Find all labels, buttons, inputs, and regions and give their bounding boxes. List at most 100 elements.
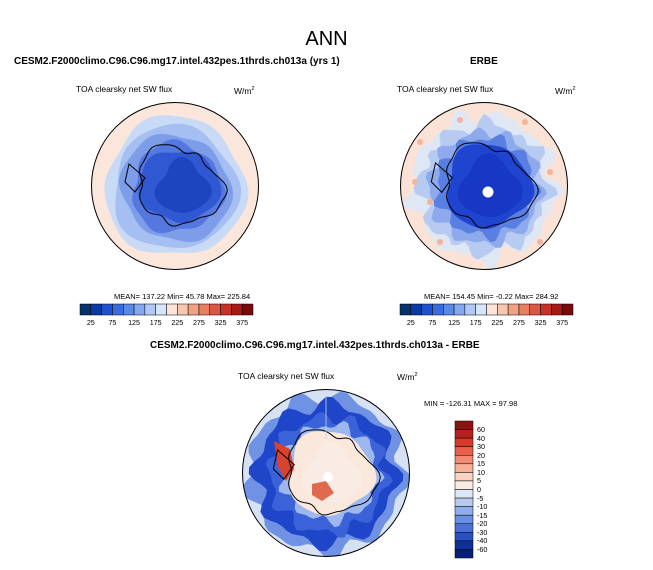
colorbar-cell-2 <box>101 303 113 316</box>
colorbar-cell-13 <box>454 532 474 542</box>
colorbar-cell-15 <box>454 549 474 559</box>
panel1-units-sup: 2 <box>251 86 255 93</box>
colorbar-tick-label: 125 <box>128 318 141 327</box>
colorbar-tick-label: 325 <box>214 318 227 327</box>
colorbar-cell-12 <box>529 303 541 316</box>
colorbar-tick-label: -60 <box>477 544 488 554</box>
colorbar-tick-label: 30 <box>477 442 485 452</box>
colorbar-tick-label: 225 <box>171 318 184 327</box>
map-frame <box>400 102 568 270</box>
colorbar-cell-0 <box>454 420 474 430</box>
colorbar-cell-1 <box>90 303 102 316</box>
panel2-stats: MEAN= 154.45 Min= -0.22 Max= 284.92 <box>424 292 559 301</box>
colorbar-cell-14 <box>231 303 243 316</box>
colorbar-tick-label: 25 <box>86 318 95 327</box>
colorbar-tick-label: 40 <box>477 433 485 443</box>
colorbar-cell-8 <box>454 489 474 499</box>
speckle-5 <box>537 239 543 245</box>
colorbar-tick-label: -5 <box>477 493 484 503</box>
panel3-colorbar <box>454 420 474 559</box>
colorbar-cell-13 <box>540 303 552 316</box>
colorbar-tick-label: -15 <box>477 510 488 520</box>
colorbar-cell-1 <box>410 303 422 316</box>
colorbar-cell-5 <box>133 303 146 316</box>
missing-data-pole <box>323 472 333 482</box>
field-contour-6 <box>457 153 523 217</box>
colorbar-cell-10 <box>507 303 520 316</box>
panel3-colorbar-labels: 60 40 30 20 15 10 5 0 -5 -10 -15 -20 -30 -40 -60 <box>477 421 517 558</box>
colorbar-tick-label: 5 <box>477 476 481 486</box>
colorbar-cell-5 <box>454 463 474 473</box>
map-field-group <box>400 102 568 270</box>
colorbar-cell-6 <box>144 303 156 316</box>
main-title: ANN <box>305 28 348 50</box>
colorbar-cell-6 <box>454 472 474 482</box>
coastline-peninsula <box>124 163 146 193</box>
speckle-1 <box>427 199 433 205</box>
missing-data-pole <box>482 186 494 198</box>
colorbar-cell-14 <box>551 303 563 316</box>
positive-anomaly-shelf <box>312 481 334 501</box>
colorbar-cell-15 <box>241 303 254 316</box>
panel1-colorbar <box>79 303 254 316</box>
panel2-units: W/m2 <box>555 86 576 96</box>
panel2-title: ERBE <box>470 56 498 67</box>
colorbar-cell-3 <box>112 303 124 316</box>
panel1-units: W/m2 <box>234 86 255 96</box>
colorbar-cell-7 <box>475 303 487 316</box>
speckle-6 <box>437 239 443 245</box>
map-frame <box>242 389 410 557</box>
colorbar-cell-8 <box>486 303 498 316</box>
colorbar-cell-6 <box>464 303 476 316</box>
colorbar-cell-0 <box>399 303 412 316</box>
panel2-colorbar <box>399 303 574 316</box>
map-field-group <box>91 102 259 270</box>
colorbar-cell-10 <box>454 506 474 516</box>
colorbar-tick-label: 225 <box>491 318 504 327</box>
panel1-colorbar-labels: 25 75 125 175 225 275 325 375 <box>80 318 253 328</box>
colorbar-cell-15 <box>561 303 574 316</box>
panel1-stats: MEAN= 137.22 Min= 45.78 Max= 225.84 <box>114 292 251 301</box>
colorbar-tick-label: 75 <box>428 318 437 327</box>
colorbar-cell-4 <box>443 303 455 316</box>
panel2-units-sup: 2 <box>572 86 576 93</box>
colorbar-cell-2 <box>454 437 474 447</box>
colorbar-tick-label: 20 <box>477 450 485 460</box>
colorbar-tick-label: 375 <box>556 318 569 327</box>
speckle-2 <box>457 117 463 123</box>
colorbar-cell-1 <box>454 429 474 439</box>
colorbar-cell-13 <box>220 303 232 316</box>
colorbar-cell-11 <box>454 514 474 524</box>
panel1-title: CESM2.F2000climo.C96.C96.mg17.intel.432p… <box>14 56 340 67</box>
colorbar-tick-label: -30 <box>477 527 488 537</box>
speckle-7 <box>412 179 418 185</box>
colorbar-cell-7 <box>155 303 167 316</box>
field-contour-6 <box>154 157 212 213</box>
colorbar-cell-14 <box>454 540 474 550</box>
colorbar-tick-label: -40 <box>477 536 488 546</box>
panel2-left-label: TOA clearsky net SW flux <box>397 84 494 94</box>
coastline-peninsula <box>272 448 295 481</box>
panel2-map <box>400 102 568 270</box>
colorbar-cell-12 <box>209 303 221 316</box>
panel1-units-text: W/m <box>234 86 252 96</box>
colorbar-tick-label: -20 <box>477 519 488 529</box>
panel1-map <box>91 102 259 270</box>
colorbar-tick-label: -10 <box>477 502 488 512</box>
colorbar-tick-label: 175 <box>149 318 162 327</box>
colorbar-cell-5 <box>453 303 466 316</box>
colorbar-cell-7 <box>454 480 474 490</box>
colorbar-tick-label: 0 <box>477 485 481 494</box>
colorbar-cell-8 <box>166 303 178 316</box>
colorbar-cell-11 <box>198 303 210 316</box>
speckle-0 <box>417 139 423 145</box>
colorbar-tick-label: 325 <box>534 318 547 327</box>
panel3-map <box>242 389 410 557</box>
panel3-left-label: TOA clearsky net SW flux <box>238 371 335 381</box>
colorbar-cell-0 <box>79 303 92 316</box>
colorbar-tick-label: 25 <box>406 318 415 327</box>
colorbar-tick-label: 275 <box>192 318 205 327</box>
colorbar-cell-9 <box>497 303 509 316</box>
coastline <box>446 142 539 229</box>
colorbar-tick-label: 275 <box>512 318 525 327</box>
